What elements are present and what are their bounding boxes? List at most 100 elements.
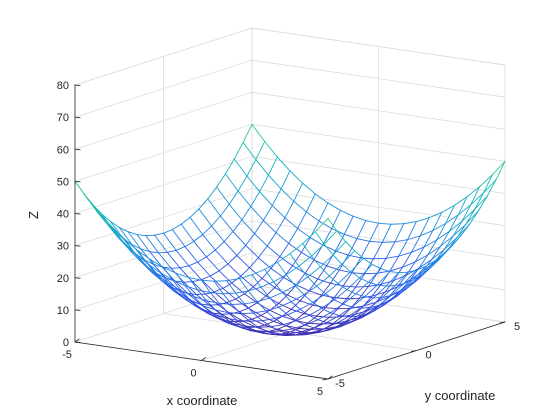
floor-grid-line xyxy=(251,284,506,323)
mesh-line xyxy=(394,239,409,243)
mesh-line xyxy=(369,222,380,242)
mesh-layer xyxy=(74,123,506,337)
mesh-line xyxy=(307,315,318,324)
mesh-line xyxy=(205,256,220,272)
mesh-line xyxy=(278,301,292,308)
mesh-line xyxy=(482,174,493,194)
mesh-line xyxy=(279,256,294,267)
mesh-line xyxy=(270,323,285,328)
mesh-line xyxy=(401,261,416,268)
mesh-line xyxy=(265,295,280,305)
mesh-line xyxy=(219,203,230,217)
mesh-line xyxy=(260,286,271,299)
z-tick-label: 80 xyxy=(57,80,69,92)
mesh-line xyxy=(200,279,215,293)
mesh-line xyxy=(364,272,378,275)
mesh-line xyxy=(146,262,161,273)
mesh-line xyxy=(283,276,297,286)
mesh-line xyxy=(301,182,316,195)
mesh-line xyxy=(215,186,230,205)
mesh-line xyxy=(156,273,167,279)
mesh-line xyxy=(333,288,348,301)
mesh-line xyxy=(215,173,227,188)
mesh-line xyxy=(309,236,324,246)
mesh-line xyxy=(293,182,304,202)
mesh-line xyxy=(358,277,370,283)
mesh-line xyxy=(184,246,199,263)
mesh-line xyxy=(274,314,289,320)
mesh-line xyxy=(227,311,238,321)
mesh-line xyxy=(343,215,354,235)
mesh-line xyxy=(242,320,257,328)
mesh-line xyxy=(341,250,356,265)
mesh-line xyxy=(390,282,405,297)
mesh-line xyxy=(136,233,151,253)
mesh-line xyxy=(399,279,414,293)
mesh-line xyxy=(424,260,435,268)
mesh-line xyxy=(150,259,161,273)
mesh-line xyxy=(249,320,263,322)
mesh-line xyxy=(334,250,349,256)
mesh-line xyxy=(210,225,225,243)
mesh-line xyxy=(356,219,367,240)
mesh-line xyxy=(251,268,266,276)
mesh-line xyxy=(231,303,245,305)
mesh-line xyxy=(317,319,328,324)
mesh-line xyxy=(299,308,310,316)
x-tick-label: -5 xyxy=(62,349,72,361)
mesh-line xyxy=(436,230,450,241)
mesh-line xyxy=(367,272,378,288)
mesh-line xyxy=(261,267,272,280)
mesh-line xyxy=(477,195,488,212)
mesh-line xyxy=(279,242,290,258)
mesh-line xyxy=(295,272,306,286)
mesh-line xyxy=(112,227,123,241)
mesh-line xyxy=(343,233,358,240)
mesh-line xyxy=(251,274,262,288)
mesh-line xyxy=(319,266,330,277)
mesh-line xyxy=(127,231,138,236)
mesh-line xyxy=(209,270,220,277)
mesh-line xyxy=(264,320,275,326)
mesh-line xyxy=(184,240,195,248)
mesh-line xyxy=(319,316,330,325)
mesh-line xyxy=(242,141,257,161)
mesh-line xyxy=(336,230,347,243)
mesh-line xyxy=(420,260,435,276)
mesh-line xyxy=(281,315,296,322)
mesh-line xyxy=(314,231,325,245)
mesh-line xyxy=(265,310,276,320)
mesh-line xyxy=(360,297,375,309)
mesh-line xyxy=(353,250,365,260)
mesh-line xyxy=(381,223,392,243)
mesh-line xyxy=(381,241,396,243)
mesh-line xyxy=(333,299,344,305)
mesh-line xyxy=(305,193,316,213)
mesh-line xyxy=(313,321,328,329)
z-axis-label: Z xyxy=(26,211,41,219)
mesh-line xyxy=(264,261,279,270)
mesh-line xyxy=(262,219,277,234)
mesh-line xyxy=(342,303,353,308)
mesh-line xyxy=(237,175,248,192)
mesh-line xyxy=(180,290,195,298)
mesh-line xyxy=(423,229,434,248)
mesh-line xyxy=(162,232,177,251)
mesh-line xyxy=(261,320,272,328)
mesh-line xyxy=(197,256,208,263)
mesh-line xyxy=(326,265,340,271)
mesh-line xyxy=(294,284,305,296)
mesh-line xyxy=(317,312,332,321)
mesh-line xyxy=(154,234,168,253)
mesh-line xyxy=(175,272,186,287)
mesh-line xyxy=(164,282,179,293)
mesh-line xyxy=(159,271,174,281)
mesh-line xyxy=(276,325,287,330)
mesh-line xyxy=(260,309,271,317)
mesh-line xyxy=(74,180,89,200)
mesh-line xyxy=(202,225,213,236)
mesh-line xyxy=(200,279,211,294)
mesh-line xyxy=(175,246,186,251)
mesh-line xyxy=(261,317,276,322)
mesh-line xyxy=(202,305,216,311)
